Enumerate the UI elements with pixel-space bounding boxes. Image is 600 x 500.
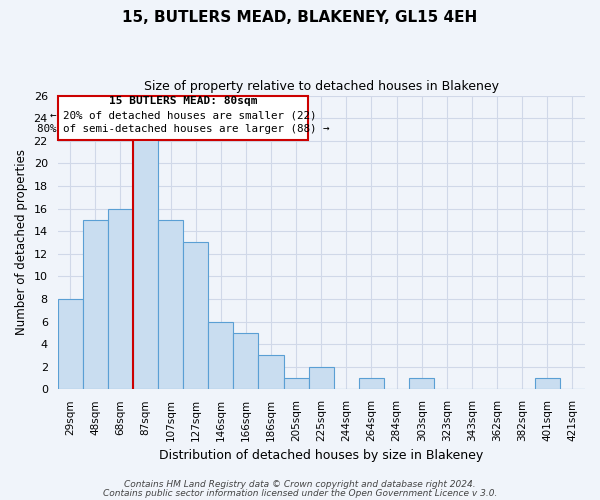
Bar — [259, 356, 284, 390]
Bar — [58, 299, 83, 390]
Bar — [108, 208, 133, 390]
Bar — [83, 220, 108, 390]
Bar — [284, 378, 309, 390]
Text: Contains public sector information licensed under the Open Government Licence v : Contains public sector information licen… — [103, 488, 497, 498]
Bar — [409, 378, 434, 390]
Y-axis label: Number of detached properties: Number of detached properties — [15, 150, 28, 336]
Bar — [183, 242, 208, 390]
Bar — [233, 333, 259, 390]
Text: Contains HM Land Registry data © Crown copyright and database right 2024.: Contains HM Land Registry data © Crown c… — [124, 480, 476, 489]
Bar — [359, 378, 384, 390]
Text: 80% of semi-detached houses are larger (88) →: 80% of semi-detached houses are larger (… — [37, 124, 329, 134]
X-axis label: Distribution of detached houses by size in Blakeney: Distribution of detached houses by size … — [159, 450, 484, 462]
Text: 15 BUTLERS MEAD: 80sqm: 15 BUTLERS MEAD: 80sqm — [109, 96, 257, 106]
Bar — [208, 322, 233, 390]
Text: ← 20% of detached houses are smaller (22): ← 20% of detached houses are smaller (22… — [50, 110, 316, 120]
Bar — [158, 220, 183, 390]
Text: 15, BUTLERS MEAD, BLAKENEY, GL15 4EH: 15, BUTLERS MEAD, BLAKENEY, GL15 4EH — [122, 10, 478, 25]
Bar — [133, 130, 158, 390]
Bar — [535, 378, 560, 390]
FancyBboxPatch shape — [58, 96, 308, 140]
Title: Size of property relative to detached houses in Blakeney: Size of property relative to detached ho… — [144, 80, 499, 93]
Bar — [309, 366, 334, 390]
